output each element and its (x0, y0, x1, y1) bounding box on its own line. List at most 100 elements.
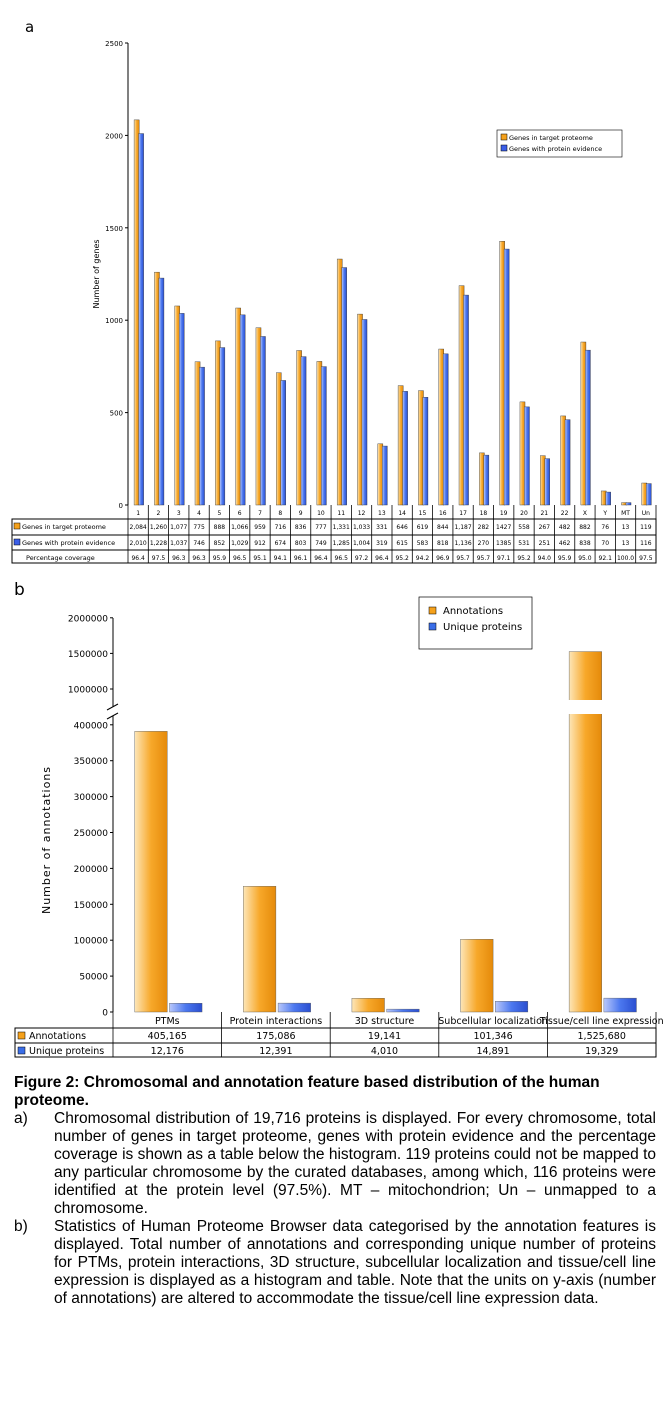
table-cell: 558 (518, 524, 530, 531)
table-cell: 251 (539, 540, 551, 547)
table-cell: 282 (478, 524, 490, 531)
bar-break-gap (568, 700, 603, 714)
category-label: 15 (419, 510, 427, 517)
table-cell: 1,228 (150, 540, 167, 547)
table-cell: 95.2 (395, 555, 409, 562)
table-cell: 1,525,680 (578, 1031, 626, 1042)
legend-swatch (500, 133, 508, 141)
y-tick-label: 400000 (74, 721, 109, 731)
category-label: 3D structure (355, 1016, 415, 1027)
bar-evidence (382, 445, 388, 506)
bar-evidence (442, 353, 449, 506)
table-cell: 96.9 (436, 555, 450, 562)
y-tick-label: 1500 (105, 225, 123, 233)
table-cell: 1,285 (333, 540, 350, 547)
bar-evidence (422, 397, 429, 506)
caption-item-label: b) (14, 1218, 28, 1235)
table-cell: 175,086 (256, 1031, 295, 1042)
table-cell: 1385 (496, 540, 511, 547)
figure-charts: a b 0 500 1000 1500 2000 2500 Number of genes 1… (11, 18, 664, 1058)
table-cell: 746 (193, 540, 205, 547)
legend-swatch (13, 522, 21, 530)
table-cell: 716 (275, 524, 287, 531)
bar-annotations (243, 886, 277, 1013)
table-cell: 619 (417, 524, 429, 531)
table-cell: 4,010 (371, 1046, 398, 1057)
table-cell: 95.2 (517, 555, 531, 562)
table-cell: 882 (579, 524, 591, 531)
table-cell: 462 (559, 540, 571, 547)
category-label: 12 (358, 510, 366, 517)
table-cell: 96.3 (192, 555, 206, 562)
category-label: 22 (561, 510, 569, 517)
axis-break-mark (106, 703, 119, 711)
table-cell: 267 (539, 524, 551, 531)
bar-evidence (564, 419, 571, 506)
table-cell: 1427 (496, 524, 511, 531)
table-row-label: Unique proteins (29, 1046, 104, 1057)
table-cell: 1,077 (170, 524, 187, 531)
category-label: 8 (278, 510, 282, 517)
legend-swatch (500, 144, 508, 152)
table-cell: 96.3 (172, 555, 186, 562)
category-label: Protein interactions (230, 1016, 323, 1027)
bar-evidence (178, 313, 185, 506)
table-cell: 13 (622, 524, 630, 531)
category-label: 5 (217, 510, 221, 517)
bar-evidence (463, 294, 469, 506)
caption-item-text: Statistics of Human Proteome Browser dat… (54, 1218, 656, 1307)
table-cell: 96.5 (233, 555, 247, 562)
table-cell: 331 (376, 524, 388, 531)
table-cell: 405,165 (148, 1031, 187, 1042)
y-tick-label: 200000 (74, 865, 109, 875)
table-cell: 775 (193, 524, 205, 531)
legend-label: Unique proteins (443, 622, 522, 633)
table-cell: 838 (579, 540, 591, 547)
legend-swatch (428, 622, 437, 631)
category-label: PTMs (155, 1016, 180, 1027)
legend-swatch (13, 538, 21, 546)
table-cell: 1,029 (231, 540, 248, 547)
table-cell: 97.5 (152, 555, 166, 562)
table-cell: 674 (275, 540, 287, 547)
caption-item-b: b) Statistics of Human Proteome Browser d… (14, 1218, 656, 1308)
bar-evidence (483, 454, 490, 506)
table-cell: 94.1 (274, 555, 288, 562)
table-cell: 1,331 (333, 524, 350, 531)
category-label: Y (602, 510, 607, 517)
table-cell: 319 (376, 540, 388, 547)
category-label: 21 (540, 510, 548, 517)
bar-evidence (280, 380, 286, 506)
table-cell: 95.1 (253, 555, 267, 562)
table-cell: 844 (437, 524, 449, 531)
category-label: 10 (317, 510, 325, 517)
table-cell: 852 (214, 540, 226, 547)
y-tick-label: 1000000 (68, 686, 108, 696)
table-cell: 615 (396, 540, 408, 547)
bar-evidence (625, 502, 632, 506)
table-cell: 96.4 (314, 555, 328, 562)
bar-evidence (260, 336, 266, 506)
table-cell: 96.4 (131, 555, 145, 562)
bar-evidence (199, 366, 205, 506)
bar-evidence (341, 267, 347, 506)
bar-evidence (646, 483, 652, 506)
category-label: 19 (500, 510, 508, 517)
bar-evidence (361, 319, 368, 506)
table-cell: 96.5 (335, 555, 349, 562)
table-cell: 1,004 (353, 540, 370, 547)
table-row-label: Genes in target proteome (22, 523, 106, 531)
table-row-label: Genes with protein evidence (22, 539, 115, 547)
bar-evidence (503, 248, 510, 506)
table-cell: 94.2 (416, 555, 430, 562)
table-cell: 94.0 (538, 555, 552, 562)
table-cell: 96.4 (375, 555, 389, 562)
bar-evidence (321, 366, 327, 506)
table-cell: 95.9 (558, 555, 572, 562)
table-cell: 482 (559, 524, 571, 531)
table-cell: 95.7 (477, 555, 491, 562)
category-label: MT (621, 510, 630, 517)
category-label: Tissue/cell line expression (539, 1016, 664, 1027)
table-cell: 96.1 (294, 555, 308, 562)
